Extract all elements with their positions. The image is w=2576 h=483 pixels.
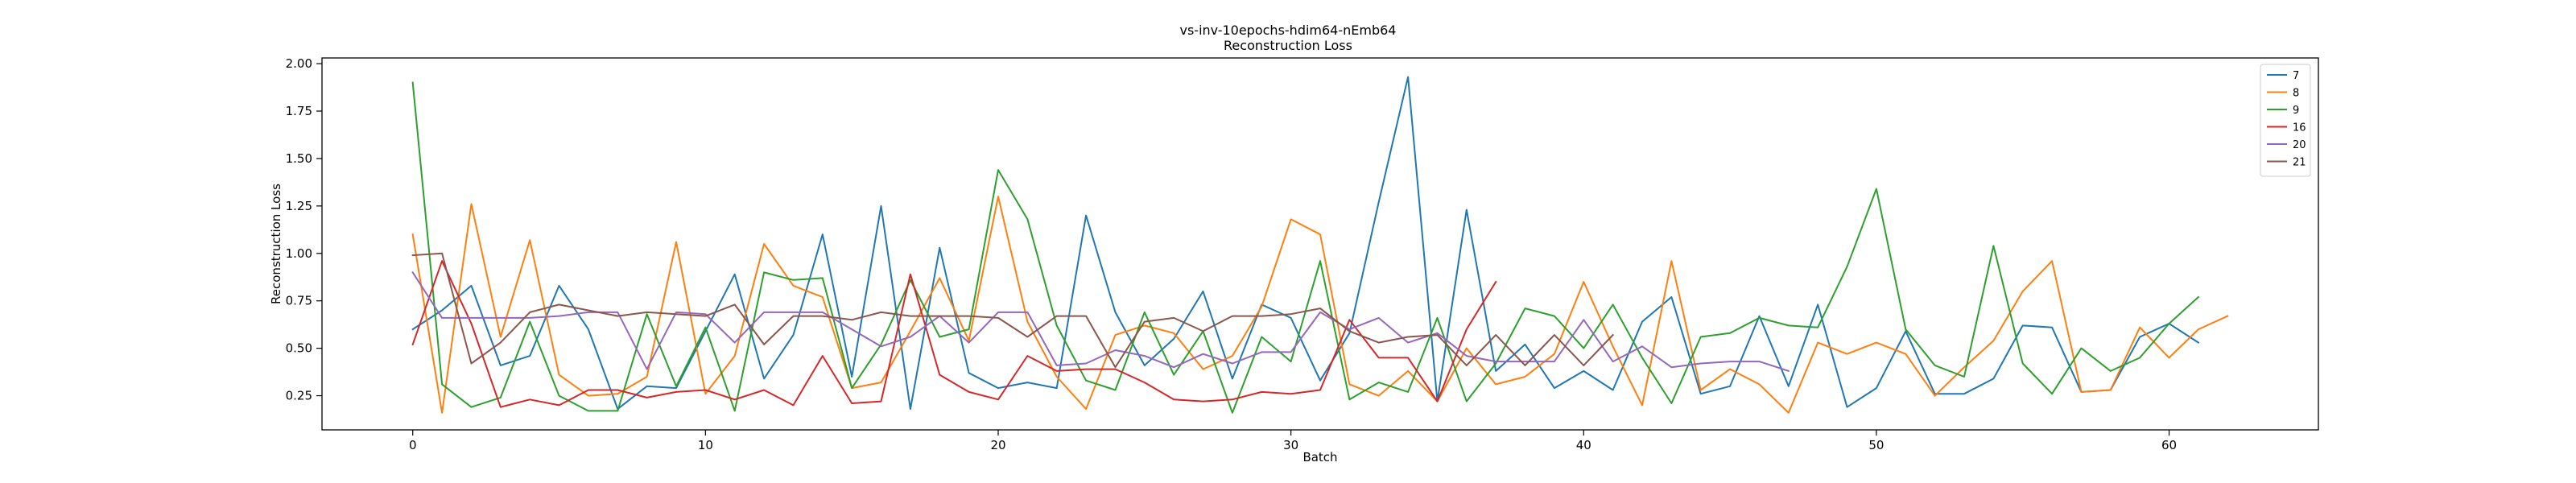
x-axis-label: Batch [1302, 450, 1337, 464]
y-tick-label: 2.00 [286, 56, 312, 71]
x-axis: 0 10 20 30 40 50 60 [409, 430, 2177, 452]
x-tick-label: 40 [1576, 438, 1591, 452]
y-tick-label: 1.75 [286, 104, 312, 118]
series-line-8 [411, 196, 2229, 414]
legend-label-16: 16 [2293, 122, 2306, 134]
y-tick-label: 1.25 [286, 199, 312, 213]
x-tick-label: 20 [990, 438, 1005, 452]
series-line-7 [411, 76, 2200, 411]
y-axis-label: Reconstruction Loss [269, 184, 283, 304]
legend-label-7: 7 [2293, 70, 2299, 82]
series-line-16 [411, 260, 1497, 408]
legend-label-20: 20 [2293, 139, 2306, 151]
x-tick-label: 50 [1868, 438, 1884, 452]
y-tick-label: 0.50 [286, 341, 312, 356]
x-tick-label: 30 [1283, 438, 1298, 452]
legend-label-21: 21 [2293, 157, 2306, 169]
series-line-20 [411, 271, 1790, 373]
series-line-21 [411, 252, 1615, 369]
legend: 7 8 9 16 20 21 [2260, 64, 2311, 177]
chart-subtitle: Reconstruction Loss [1224, 38, 1352, 53]
y-tick-label: 0.25 [286, 389, 312, 403]
x-tick-label: 60 [2161, 438, 2177, 452]
legend-label-8: 8 [2293, 88, 2299, 100]
plot-frame [321, 57, 2319, 431]
y-axis: 0.25 0.50 0.75 1.00 1.25 1.50 1.75 2.00 [286, 56, 322, 403]
plot-area [321, 57, 2319, 431]
x-tick-label: 10 [698, 438, 713, 452]
series-layer [411, 76, 2229, 414]
y-tick-label: 1.50 [286, 151, 312, 166]
legend-label-9: 9 [2293, 105, 2299, 117]
chart-title: vs-inv-10epochs-hdim64-nEmb64 [1180, 23, 1397, 38]
y-tick-label: 1.00 [286, 246, 312, 261]
x-tick-label: 0 [409, 438, 417, 452]
y-tick-label: 0.75 [286, 294, 312, 308]
